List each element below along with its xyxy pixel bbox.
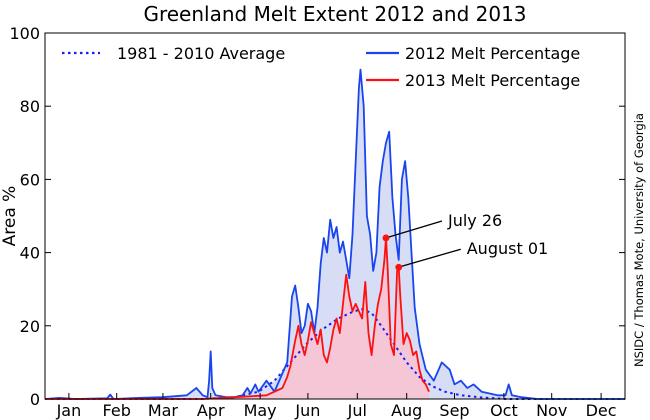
y-tick-label: 80 — [20, 97, 40, 116]
average-line-group — [45, 308, 625, 400]
source-credit: NSIDC / Thomas Mote, University of Georg… — [632, 113, 646, 367]
y-tick-label: 60 — [20, 170, 40, 189]
annotation-leader — [388, 220, 443, 238]
annotation-point — [395, 263, 403, 271]
x-tick-label: May — [244, 401, 277, 420]
y-tick-label: 20 — [20, 317, 40, 336]
x-tick-label: Dec — [586, 401, 617, 420]
legend: 1981 - 2010 Average 2012 Melt Percentage… — [62, 44, 580, 90]
x-tick-label: Aug — [391, 401, 422, 420]
x-tick-label: Apr — [197, 401, 225, 420]
legend-label-average: 1981 - 2010 Average — [117, 44, 285, 63]
series-2013-line — [45, 237, 430, 400]
x-tick-label: Sep — [439, 401, 469, 420]
annotations: July 26 August 01 — [382, 211, 548, 271]
annotation-label: August 01 — [467, 239, 548, 258]
plot-frame — [44, 32, 626, 400]
y-tick-label: 0 — [30, 390, 40, 409]
x-tick-label: Jan — [56, 401, 82, 420]
x-axis: Jan Feb Mar Apr May Jun Jul Aug Sep Oct Nov Dec — [56, 393, 617, 420]
y-tick-label: 40 — [20, 244, 40, 263]
y-tick-label: 100 — [9, 24, 40, 43]
annotation-leader — [401, 248, 461, 267]
series-lines — [44, 68, 625, 400]
series-average-line — [45, 308, 625, 400]
x-tick-label: Jul — [347, 401, 367, 420]
annotation-point — [382, 234, 390, 242]
annotation-label: July 26 — [447, 211, 502, 230]
y-axis-label: Area % — [0, 186, 20, 247]
series-2013-area — [45, 238, 429, 399]
x-tick-label: Jun — [294, 401, 320, 420]
chart-title: Greenland Melt Extent 2012 and 2013 — [143, 2, 526, 26]
x-tick-label: Nov — [536, 401, 567, 420]
y-axis: 0 20 40 60 80 100 — [9, 24, 625, 409]
legend-label-2013: 2013 Melt Percentage — [405, 71, 580, 90]
x-tick-label: Mar — [148, 401, 179, 420]
legend-label-2012: 2012 Melt Percentage — [405, 44, 580, 63]
series-2012-line — [44, 68, 625, 400]
x-tick-label: Oct — [490, 401, 518, 420]
x-tick-label: Feb — [103, 401, 131, 420]
